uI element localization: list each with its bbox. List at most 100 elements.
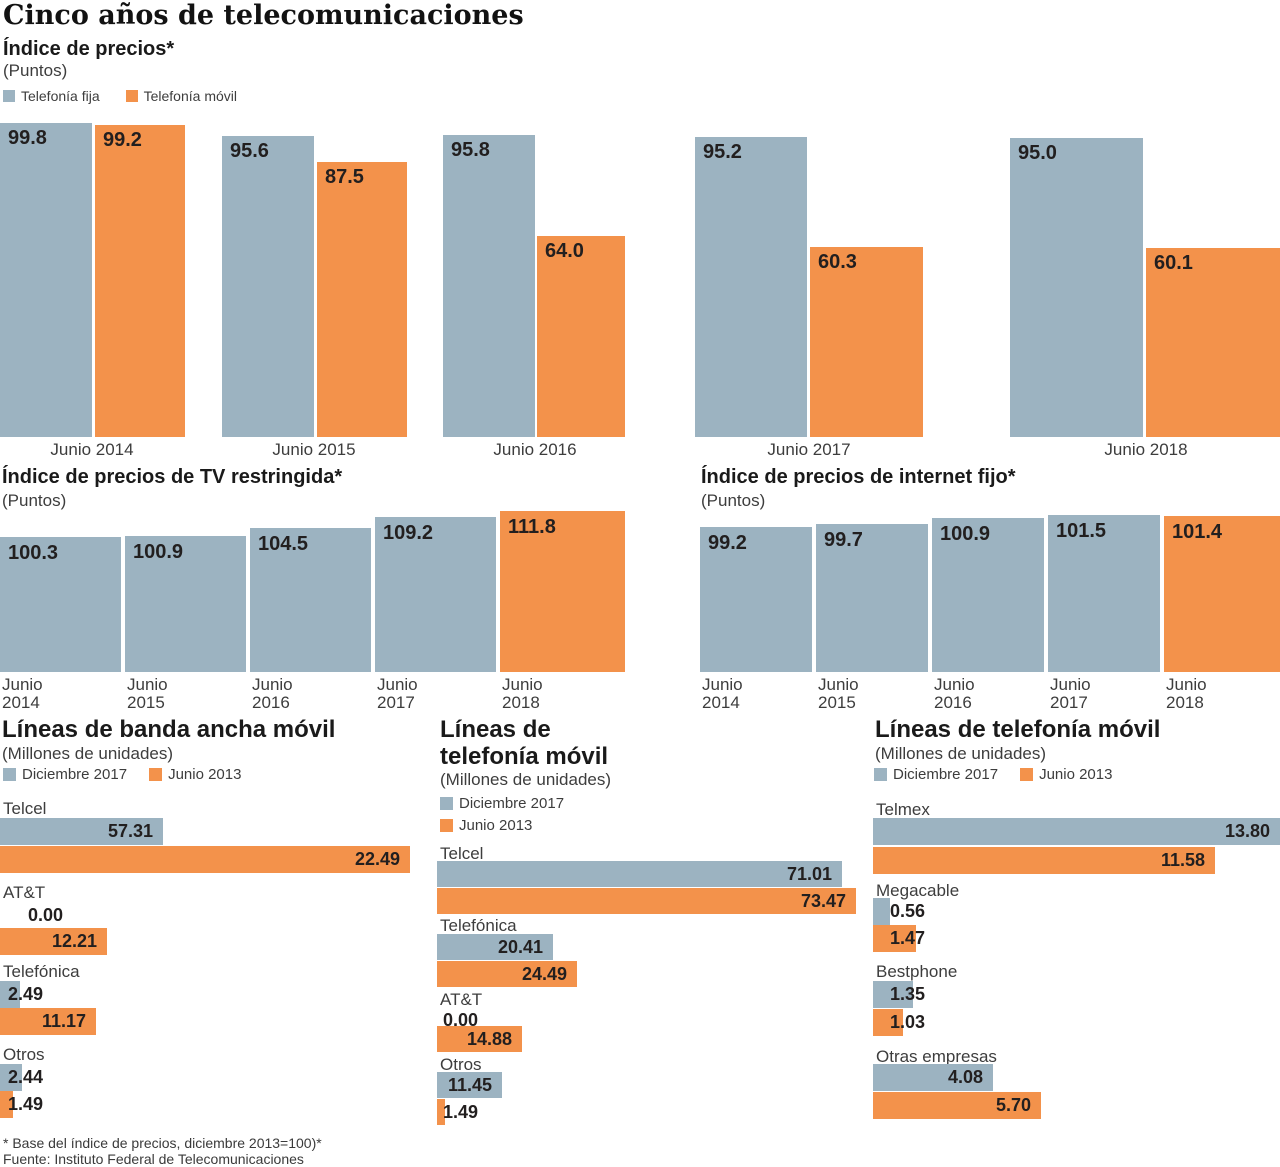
bar-value-label: 99.2 <box>103 129 142 151</box>
bar-indice_precios <box>1146 248 1280 437</box>
chart-unit-indice-precios: (Puntos) <box>3 61 68 80</box>
bar-value-label: 95.6 <box>230 140 269 162</box>
chart-title-tv-restringida: Índice de precios de TV restringida* <box>2 466 343 488</box>
x-axis-label: 2014 <box>2 693 40 712</box>
x-axis-label: Junio 2018 <box>1104 440 1188 459</box>
bar-lineas_telefonia_movil_centro <box>437 1026 522 1052</box>
bar-value-label: 5.70 <box>995 1095 1031 1115</box>
bar-lineas_telefonia_movil_centro <box>437 961 577 987</box>
bar-lineas_telefonia_movil_centro <box>437 861 842 887</box>
category-label: AT&T <box>3 883 46 902</box>
legend-swatch-diciembre-2017 <box>3 768 16 781</box>
bar-indice_precios <box>443 135 535 437</box>
x-axis-label: 2017 <box>377 693 415 712</box>
legend-row-junio-2013: Junio 2013 <box>440 817 532 834</box>
legend-label-junio-2013: Junio 2013 <box>459 817 533 834</box>
legend-row-diciembre-2017: Diciembre 2017 <box>440 795 564 812</box>
source-line: Fuente: Instituto Federal de Telecomunic… <box>3 1151 304 1167</box>
bar-value-label: 2.49 <box>8 984 44 1004</box>
chart-title-telefonia-movil-centro: Líneas de telefonía móvil <box>440 716 609 770</box>
bar-indice_precios <box>0 123 92 437</box>
bar-value-label: 0.00 <box>443 1010 479 1030</box>
bar-tv_restringida <box>125 536 246 672</box>
x-axis-label: Junio <box>252 675 293 694</box>
bar-value-label: 100.9 <box>133 541 184 563</box>
bar-banda_ancha_movil <box>0 1008 96 1035</box>
bar-indice_precios <box>810 247 923 437</box>
x-axis-label: Junio <box>127 675 168 694</box>
x-axis-label: Junio 2015 <box>272 440 356 459</box>
bar-value-label: 99.7 <box>824 529 863 551</box>
legend-swatch-junio-2013 <box>1020 768 1034 781</box>
bar-banda_ancha_movil <box>0 981 20 1008</box>
x-axis-label: Junio <box>934 675 975 694</box>
bar-value-label: 1.49 <box>443 1102 479 1122</box>
x-axis-label: Junio 2016 <box>493 440 577 459</box>
bar-value-label: 101.5 <box>1056 520 1107 542</box>
category-label: Otros <box>3 1045 45 1064</box>
bar-lineas_telefonia_movil_derecha <box>873 981 913 1008</box>
bar-internet_fijo <box>816 524 928 672</box>
bar-value-label: 13.80 <box>1224 821 1270 841</box>
x-axis-label: 2014 <box>702 693 740 712</box>
bar-internet_fijo <box>1048 515 1160 672</box>
x-axis-label: Junio <box>702 675 743 694</box>
bar-value-label: 1.03 <box>890 1012 926 1032</box>
bar-indice_precios <box>95 125 185 437</box>
category-label: Bestphone <box>876 962 958 981</box>
bar-value-label: 60.1 <box>1154 252 1193 274</box>
x-axis-label: Junio <box>502 675 543 694</box>
x-axis-label: Junio <box>1050 675 1091 694</box>
legend-indice-precios: Telefonía fija Telefonía móvil <box>3 88 237 104</box>
page-title: Cinco años de telecomunicaciones <box>3 0 524 31</box>
bar-value-label: 1.49 <box>8 1094 44 1114</box>
bar-internet_fijo <box>932 518 1044 672</box>
bar-value-label: 73.47 <box>800 891 846 911</box>
chart-unit-telefonia-movil-derecha: (Millones de unidades) <box>875 744 1047 763</box>
chart-unit-banda-ancha-movil: (Millones de unidades) <box>2 744 174 763</box>
legend-banda-ancha-movil: Diciembre 2017 Junio 2013 <box>3 766 241 783</box>
legend-label-diciembre-2017: Diciembre 2017 <box>893 766 999 783</box>
bar-value-label: 2.44 <box>8 1067 44 1087</box>
x-axis-label: 2015 <box>127 693 165 712</box>
category-label: Otras empresas <box>876 1047 997 1066</box>
bar-tv_restringida <box>250 528 371 672</box>
bar-value-label: 104.5 <box>258 533 309 555</box>
bar-value-label: 12.21 <box>51 931 97 951</box>
bar-lineas_telefonia_movil_derecha <box>873 1092 1041 1119</box>
legend-label-telefonia-movil: Telefonía móvil <box>143 88 237 104</box>
chart-title-indice-precios: Índice de precios* <box>3 38 175 60</box>
bar-value-label: 11.58 <box>1160 850 1205 870</box>
bar-tv_restringida <box>0 537 121 672</box>
legend-telefonia-movil-derecha: Diciembre 2017 Junio 2013 <box>874 766 1112 783</box>
bar-indice_precios <box>222 136 314 437</box>
x-axis-label: 2016 <box>934 693 972 712</box>
legend-label-diciembre-2017: Diciembre 2017 <box>22 766 128 783</box>
bar-value-label: 87.5 <box>325 166 364 188</box>
legend-label-junio-2013: Junio 2013 <box>1039 766 1113 783</box>
bar-lineas_telefonia_movil_centro <box>437 1072 502 1098</box>
x-axis-label: Junio 2017 <box>767 440 851 459</box>
x-axis-label: Junio 2014 <box>50 440 134 459</box>
bar-indice_precios <box>695 137 807 437</box>
bar-value-label: 14.88 <box>466 1029 512 1049</box>
x-axis-label: 2018 <box>1166 693 1204 712</box>
bar-value-label: 1.47 <box>890 928 926 948</box>
bar-indice_precios <box>537 236 625 437</box>
category-label: Telefónica <box>3 962 80 981</box>
legend-swatch-junio-2013 <box>149 768 163 781</box>
category-label: AT&T <box>440 990 483 1009</box>
category-label: Telmex <box>876 800 930 819</box>
bar-value-label: 11.45 <box>447 1075 492 1095</box>
bar-lineas_telefonia_movil_derecha <box>873 818 1280 845</box>
bar-value-label: 20.41 <box>497 937 543 957</box>
bar-value-label: 71.01 <box>786 864 832 884</box>
bar-banda_ancha_movil <box>0 846 410 873</box>
bar-value-label: 95.0 <box>1018 142 1057 164</box>
footnote: * Base del índice de precios, diciembre … <box>3 1135 322 1151</box>
bar-banda_ancha_movil <box>0 1091 13 1118</box>
bar-value-label: 109.2 <box>383 522 434 544</box>
legend-swatch-diciembre-2017 <box>440 797 453 810</box>
